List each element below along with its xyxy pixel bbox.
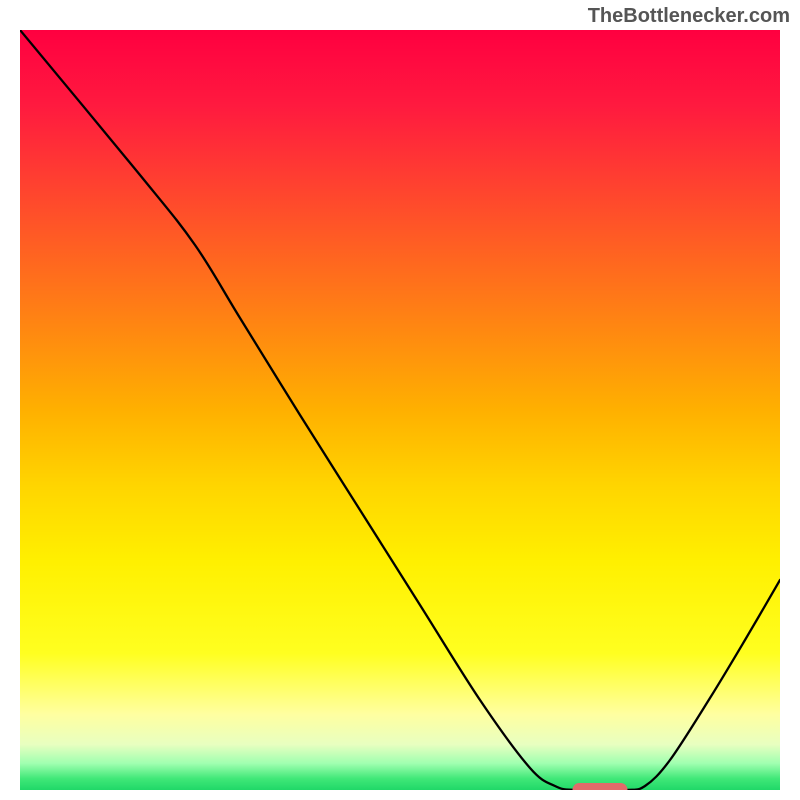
attribution-label: TheBottlenecker.com: [588, 5, 790, 27]
plot-area: [20, 30, 780, 797]
chart-container: TheBottlenecker.com: [0, 0, 800, 800]
bottleneck-chart: TheBottlenecker.com: [0, 0, 800, 800]
gradient-background: [20, 30, 780, 790]
